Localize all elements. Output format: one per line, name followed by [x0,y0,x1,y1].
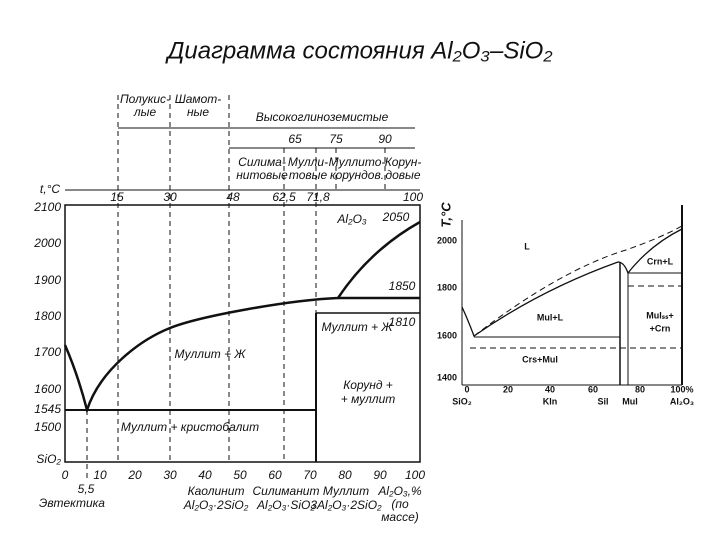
x-axis-label: массе) [381,510,419,524]
eutectic-label: Эвтектика [39,496,105,510]
compound-label: Муллит [323,484,369,498]
y-tick-label: 2000 [33,236,61,250]
y-tick-label: 1600 [34,382,61,396]
compound-label: Al₂O₃·SiO₂ [256,498,315,512]
x-tick-label: 50 [233,468,247,482]
x-axis-label: (по [391,497,409,511]
class-label: ные [187,105,209,119]
phase-field: +Crn [650,323,671,333]
x-tick-label: 70 [303,468,317,482]
compound-label: Силиманит [253,484,320,498]
y-axis-label: t,°C [40,182,60,196]
compound-label: Mul [622,396,638,406]
boundary-tick: 71,8 [306,190,330,204]
boundary-tick: 48 [226,190,240,204]
subclass-percent: 90 [378,132,392,146]
compound-label: Kln [543,396,558,406]
point-label: 1810 [389,315,416,329]
y-tick-label: 1600 [437,330,457,340]
class-label: Полукис- [120,92,170,106]
y-tick-label: SiO₂ [36,452,61,466]
subclass-percent: 75 [329,132,343,146]
x-tick-label: 30 [163,468,177,482]
x-tick-label: 0 [464,384,469,394]
phase-field: Mul+L [537,312,564,322]
y-tick-label: 1800 [34,309,61,323]
x-tick-label: 10 [93,468,107,482]
boundary-tick: 30 [163,190,177,204]
subclass-label: товые [289,168,328,182]
x-tick-label: 100 [405,468,425,482]
liquidus [63,220,421,415]
x-tick-label: 0 [62,468,69,482]
subclass-label: нитовые [236,168,288,182]
x-tick-label: 20 [503,384,513,394]
x-tick-label: 40 [198,468,212,482]
x-tick-label: 80 [635,384,645,394]
x-tick-label: 60 [588,384,598,394]
phase-field: Корунд + [343,378,393,392]
phase-field: Муллит + Ж [322,320,394,334]
left-diagram-lines [63,95,421,478]
phase-field: Муллит + Ж [175,347,247,361]
boundary-tick: 62,5 [272,190,296,204]
subclass-label: Муллито- [329,155,386,169]
y-axis-label: T,°C [438,202,453,228]
left-frame [64,204,421,463]
point-label: Al₂O₃ [336,212,367,226]
y-tick-label: 1545 [34,402,61,416]
class-label: Высокоглиноземистые [256,110,389,124]
y-tick-label: 2000 [437,235,457,245]
slide-title: Диаграмма состояния Al₂O₃–SiO₂ [165,37,553,64]
subclass-label: Силима- [238,155,286,169]
x-tick-label: 90 [373,468,387,482]
y-tick-label: 1900 [34,273,61,287]
metastable-liquidus [473,225,683,337]
y-tick-label: 1400 [437,372,457,382]
compound-label: Al₂O₃·2SiO₂ [183,498,249,512]
compound-label: Al₂O₃ [670,396,694,406]
phase-field: Муллит + кристобалит [121,420,259,434]
y-tick-label: 1500 [34,420,61,434]
x-tick-label: 100% [670,384,693,394]
phase-field: Crs+Mul [522,354,558,364]
y-tick-label: 1700 [34,345,61,359]
y-tick-label: 2100 [33,200,61,214]
x-tick-label: 80 [338,468,352,482]
x-axis-label: Al₂O₃,% [377,484,422,498]
compound-label: SiO₂ [452,396,472,406]
subclass-label: корундов. [330,168,384,182]
subclass-label: Корун- [385,155,422,169]
phase-field: Mulₛₛ+ [646,310,673,320]
liquidus [461,228,683,338]
boundary-tick: 15 [110,190,124,204]
phase-field: + муллит [341,392,396,406]
right-diagram-lines [461,205,683,386]
y-tick-label: 1800 [437,282,457,292]
x-tick-label: 40 [545,384,555,394]
class-label: лые [133,105,157,119]
point-label: 2050 [382,210,410,224]
x-tick-label: 60 [268,468,282,482]
compound-label: Каолинит [188,484,245,498]
right-diagram-text: T,°C 2000 1800 1600 1400 0 20 40 60 80 100% SiO₂ Kln… [437,202,694,407]
subclass-percent: 65 [288,132,302,146]
subclass-label: Мулли- [288,155,328,169]
boundary-tick: 100 [403,190,423,204]
subclass-label: довые [385,168,420,182]
compound-label: 3Al₂O₃·2SiO₂ [310,498,382,512]
eutectic-value: 5,5 [78,482,95,496]
phase-field: L [524,241,530,251]
phase-field: Crn+L [647,256,674,266]
x-tick-label: 20 [127,468,142,482]
class-label: Шамот- [175,92,222,106]
compound-label: Sil [597,396,608,406]
point-label: 1850 [389,279,416,293]
left-diagram-text: Полукис-лые Шамот-ные Высокоглиноземистые 6… [33,92,425,524]
